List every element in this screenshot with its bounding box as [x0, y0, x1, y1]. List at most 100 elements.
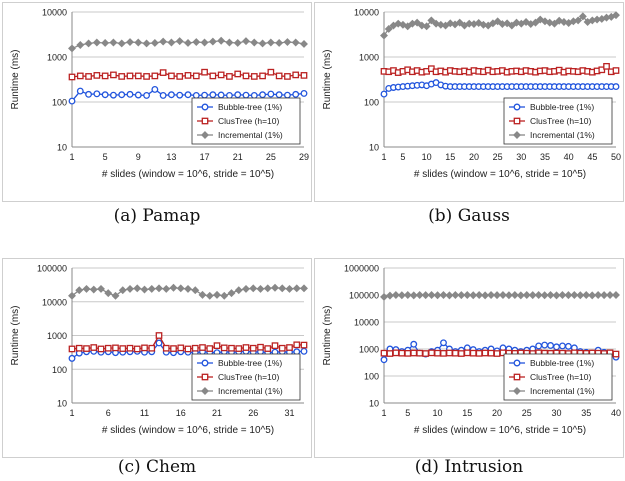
data-point	[209, 72, 217, 80]
data-point	[257, 343, 264, 351]
data-point	[285, 284, 294, 293]
data-point	[541, 341, 549, 349]
data-point	[588, 291, 597, 300]
data-point	[159, 91, 167, 99]
data-point	[384, 24, 393, 33]
data-point	[404, 350, 412, 357]
chart-panel-intrusion: 10 100 1000 10000 100000 1000000 1 5 10 15 20 25 30 3…	[314, 258, 624, 458]
x-tick-label: 16	[176, 408, 186, 418]
legend-marker	[513, 373, 521, 381]
data-point	[403, 291, 412, 299]
data-point	[558, 291, 567, 299]
data-point	[159, 69, 167, 76]
x-tick-label: 17	[200, 152, 210, 162]
data-point	[167, 38, 176, 47]
data-point	[168, 72, 175, 80]
data-point	[398, 20, 407, 29]
data-point	[82, 284, 91, 293]
data-point	[570, 291, 579, 299]
x-tick-label: 9	[136, 152, 141, 162]
data-point	[421, 291, 430, 300]
data-point	[225, 91, 233, 99]
data-point	[84, 39, 93, 48]
data-point	[217, 71, 225, 79]
x-tick-label: 1	[381, 408, 386, 418]
y-tick-label: 10000	[354, 318, 379, 328]
series-group	[380, 79, 620, 98]
y-tick-label: 100	[52, 98, 67, 108]
x-tick-label: 25	[522, 408, 532, 418]
y-tick-label: 10	[369, 143, 379, 153]
data-point	[612, 291, 620, 299]
data-point	[242, 72, 250, 80]
data-point	[184, 91, 192, 99]
chart-panel-pamap: 10 100 1000 10000 1 5 9 13 17 21 25 29 # slides (win…	[2, 2, 312, 202]
legend-marker	[201, 373, 209, 381]
data-point	[201, 68, 208, 76]
data-point	[134, 72, 142, 80]
data-point	[292, 284, 301, 293]
x-tick-label: 5	[405, 408, 410, 418]
data-point	[250, 73, 258, 80]
data-point	[242, 37, 250, 46]
data-point	[250, 38, 259, 47]
y-tick-label: 10000	[42, 8, 67, 18]
x-tick-label: 50	[611, 152, 621, 162]
data-point	[85, 73, 92, 80]
data-point	[93, 72, 101, 79]
x-tick-label: 25	[493, 152, 503, 162]
data-point	[409, 291, 418, 300]
data-point	[75, 286, 84, 295]
data-point	[162, 344, 170, 352]
data-point	[226, 73, 233, 80]
legend-label: ClusTree (h=10)	[218, 116, 280, 126]
data-point	[217, 36, 226, 45]
data-point	[522, 291, 531, 299]
data-point	[410, 340, 418, 348]
data-point	[582, 291, 591, 299]
x-tick-label: 13	[166, 152, 176, 162]
data-point	[68, 97, 76, 105]
x-tick-label: 35	[581, 408, 591, 418]
data-point	[278, 284, 287, 293]
data-point	[300, 341, 308, 349]
data-point	[606, 291, 615, 299]
chart-caption: (b) Gauss	[428, 206, 510, 226]
data-point	[535, 342, 543, 350]
data-point	[267, 68, 275, 76]
data-point	[192, 38, 201, 47]
data-point	[177, 344, 185, 352]
data-point	[487, 291, 496, 299]
chart-caption: (c) Chem	[117, 457, 197, 477]
legend-marker	[201, 387, 209, 395]
data-point	[451, 291, 460, 299]
data-point	[97, 284, 105, 293]
data-point	[275, 39, 284, 47]
data-point	[169, 283, 178, 292]
series-group	[68, 36, 308, 53]
x-tick-label: 30	[552, 408, 562, 418]
chart-panel-chem: 10 100 1000 10000 100000 1 6 11 16 21 26 31 # slides…	[2, 258, 312, 458]
data-point	[150, 39, 159, 47]
data-point	[440, 350, 447, 357]
legend-label: ClusTree (h=10)	[530, 372, 592, 382]
data-point	[446, 349, 453, 357]
data-point	[275, 91, 283, 99]
data-point	[167, 91, 175, 99]
data-point	[594, 291, 603, 299]
data-point	[227, 289, 236, 298]
data-point	[427, 291, 436, 299]
data-point	[481, 291, 490, 300]
legend-marker	[513, 103, 521, 111]
data-point	[119, 345, 127, 352]
data-point	[278, 344, 286, 352]
legend-label: Bubble-tree (1%)	[218, 358, 282, 368]
data-point	[233, 39, 242, 47]
data-point	[256, 284, 265, 293]
x-tick-label: 35	[540, 152, 550, 162]
legend-label: Incremental (1%)	[218, 386, 283, 396]
data-point	[283, 91, 291, 99]
data-point	[104, 289, 113, 298]
data-point	[292, 90, 300, 98]
data-point	[397, 291, 406, 300]
